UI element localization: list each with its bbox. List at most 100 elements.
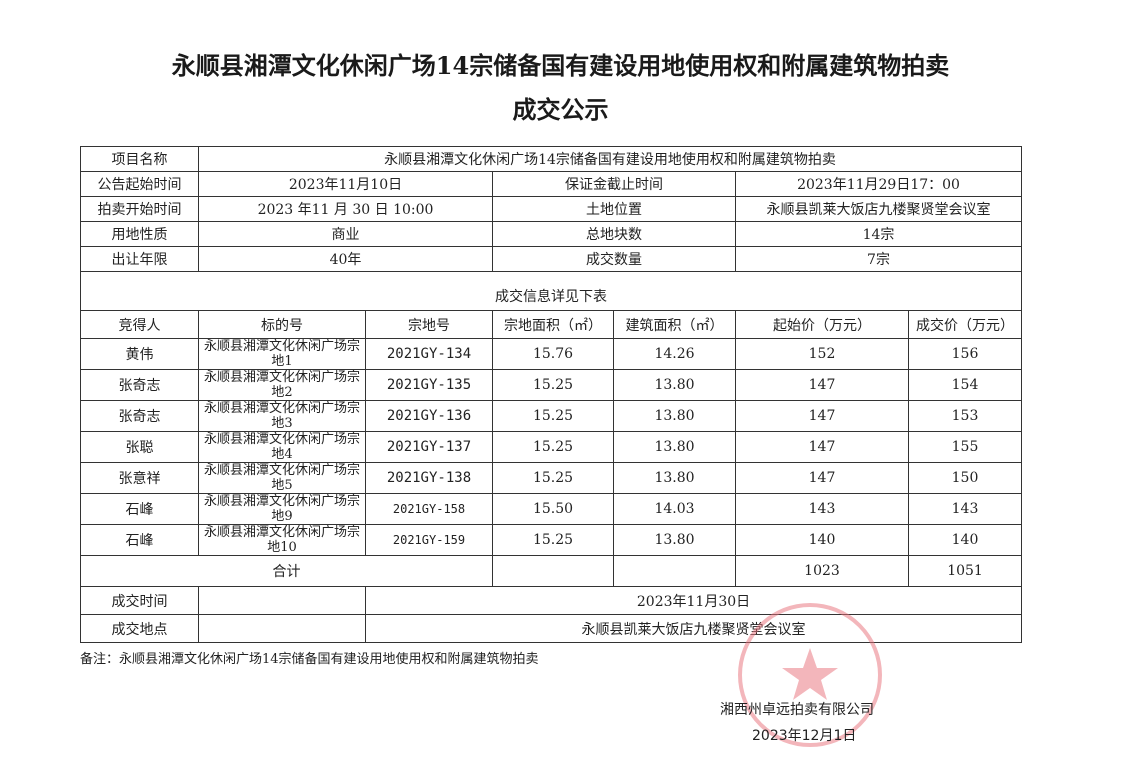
building-area: 13.80: [613, 369, 736, 401]
deal-table: 项目名称 永顺县湘潭文化休闲广场14宗储备国有建设用地使用权和附属建筑物拍卖 公…: [79, 146, 1023, 643]
column-header: 宗地面积（㎡）: [492, 310, 614, 339]
parcel-area: 15.50: [492, 493, 614, 525]
total-label: 合计: [80, 555, 493, 587]
parcel-area: 15.25: [492, 462, 614, 494]
column-header: 标的号: [198, 310, 366, 339]
company-seal-stamp: [738, 603, 882, 747]
start-price: 147: [735, 462, 909, 494]
value: 2023年11月29日17：00: [734, 171, 1023, 197]
deal-place: 永顺县凯莱大饭店九楼聚贤堂会议室: [364, 614, 1023, 643]
parcel-area: 15.76: [492, 338, 614, 370]
lot-name: 永顺县湘潭文化休闲广场宗地3: [198, 400, 366, 432]
deal-price: 156: [907, 338, 1023, 370]
label: 公告起始时间: [80, 171, 199, 197]
label: 用地性质: [80, 221, 199, 247]
document-subtitle: 成交公示: [512, 95, 609, 124]
lot-name: 永顺县湘潭文化休闲广场宗地4: [198, 431, 366, 463]
start-price: 152: [735, 338, 909, 370]
info-row: 项目名称 永顺县湘潭文化休闲广场14宗储备国有建设用地使用权和附属建筑物拍卖: [80, 146, 1023, 172]
parcel-code: 2021GY-158: [365, 493, 493, 525]
deal-price: 143: [907, 493, 1023, 525]
deal-place-row: 成交地点 永顺县凯莱大饭店九楼聚贤堂会议室: [80, 614, 1023, 643]
deal-price: 154: [907, 369, 1023, 401]
bidder: 张意祥: [80, 462, 199, 494]
remark: 备注：永顺县湘潭文化休闲广场14宗储备国有建设用地使用权和附属建筑物拍卖: [80, 652, 539, 667]
building-area: 13.80: [613, 400, 736, 432]
column-header: 成交价（万元）: [907, 310, 1023, 339]
caption-row: 成交信息详见下表: [79, 271, 1023, 311]
bidder: 张奇志: [80, 369, 199, 401]
parcel-area: 15.25: [492, 431, 614, 463]
building-area: 13.80: [613, 462, 736, 494]
empty-cell: [198, 586, 366, 615]
deal-price: 140: [907, 524, 1023, 556]
start-price: 147: [735, 400, 909, 432]
value: 2023 年11 月 30 日 10:00: [198, 196, 493, 222]
empty-cell: [613, 555, 736, 587]
parcel-code: 2021GY-134: [365, 338, 493, 370]
parcel-code: 2021GY-137: [365, 431, 493, 463]
empty-cell: [492, 555, 614, 587]
bidder: 黄伟: [80, 338, 199, 370]
label: 保证金截止时间: [492, 171, 736, 197]
parcel-area: 15.25: [492, 369, 614, 401]
table-row: 黄伟 永顺县湘潭文化休闲广场宗地1 2021GY-134 15.76 14.26 152 1…: [80, 338, 1023, 370]
label: 拍卖开始时间: [80, 196, 199, 222]
info-row: 用地性质 商业 总地块数 14宗: [80, 221, 1023, 247]
empty-cell: [198, 614, 366, 643]
company-name: 湘西州卓远拍卖有限公司: [720, 702, 874, 718]
lot-name: 永顺县湘潭文化休闲广场宗地1: [198, 338, 366, 370]
header-row: 竞得人 标的号 宗地号 宗地面积（㎡） 建筑面积（㎡） 起始价（万元） 成交价（…: [80, 310, 1023, 339]
column-header: 建筑面积（㎡）: [613, 310, 736, 339]
label: 成交时间: [80, 586, 199, 615]
lot-name: 永顺县湘潭文化休闲广场宗地5: [198, 462, 366, 494]
start-price: 140: [735, 524, 909, 556]
label: 项目名称: [80, 146, 199, 172]
deal-price: 155: [907, 431, 1023, 463]
parcel-code: 2021GY-135: [365, 369, 493, 401]
start-price: 143: [735, 493, 909, 525]
label: 出让年限: [80, 246, 199, 272]
value: 14宗: [734, 221, 1023, 247]
lot-name: 永顺县湘潭文化休闲广场宗地10: [198, 524, 366, 556]
document-title: 永顺县湘潭文化休闲广场14宗储备国有建设用地使用权和附属建筑物拍卖: [171, 51, 950, 80]
label: 成交地点: [80, 614, 199, 643]
deal-price: 150: [907, 462, 1023, 494]
total-start-price: 1023: [735, 555, 909, 587]
table-row: 石峰 永顺县湘潭文化休闲广场宗地10 2021GY-159 15.25 13.80 140…: [80, 524, 1023, 556]
column-header: 宗地号: [365, 310, 493, 339]
building-area: 13.80: [613, 431, 736, 463]
details-caption: 成交信息详见下表: [79, 271, 1023, 311]
lot-name: 永顺县湘潭文化休闲广场宗地9: [198, 493, 366, 525]
parcel-area: 15.25: [492, 400, 614, 432]
table-row: 张奇志 永顺县湘潭文化休闲广场宗地2 2021GY-135 15.25 13.80 147…: [80, 369, 1023, 401]
bidder: 石峰: [80, 524, 199, 556]
bidder: 张聪: [80, 431, 199, 463]
info-row: 出让年限 40年 成交数量 7宗: [80, 246, 1023, 272]
project-name: 永顺县湘潭文化休闲广场14宗储备国有建设用地使用权和附属建筑物拍卖: [197, 146, 1023, 172]
parcel-area: 15.25: [492, 524, 614, 556]
building-area: 14.26: [613, 338, 736, 370]
parcel-code: 2021GY-159: [365, 524, 493, 556]
table-row: 石峰 永顺县湘潭文化休闲广场宗地9 2021GY-158 15.50 14.03 143 1…: [80, 493, 1023, 525]
value: 2023年11月10日: [198, 171, 493, 197]
table-row: 张聪 永顺县湘潭文化休闲广场宗地4 2021GY-137 15.25 13.80 147 1…: [80, 431, 1023, 463]
label: 总地块数: [492, 221, 736, 247]
label: 土地位置: [492, 196, 736, 222]
bidder: 张奇志: [80, 400, 199, 432]
column-header: 竞得人: [80, 310, 199, 339]
value: 7宗: [734, 246, 1023, 272]
info-row: 公告起始时间 2023年11月10日 保证金截止时间 2023年11月29日17…: [80, 171, 1023, 197]
table-row: 张意祥 永顺县湘潭文化休闲广场宗地5 2021GY-138 15.25 13.80 147…: [80, 462, 1023, 494]
total-deal-price: 1051: [907, 555, 1023, 587]
building-area: 14.03: [613, 493, 736, 525]
label: 成交数量: [492, 246, 736, 272]
building-area: 13.80: [613, 524, 736, 556]
deal-price: 153: [907, 400, 1023, 432]
info-row: 拍卖开始时间 2023 年11 月 30 日 10:00 土地位置 永顺县凯莱大…: [80, 196, 1023, 222]
column-header: 起始价（万元）: [735, 310, 909, 339]
parcel-code: 2021GY-138: [365, 462, 493, 494]
start-price: 147: [735, 431, 909, 463]
total-row: 合计 1023 1051: [80, 555, 1023, 587]
lot-name: 永顺县湘潭文化休闲广场宗地2: [198, 369, 366, 401]
